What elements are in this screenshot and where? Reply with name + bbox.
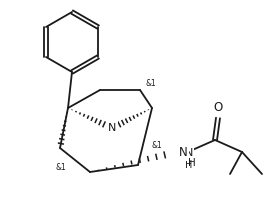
Text: H: H (185, 160, 192, 170)
Text: &1: &1 (152, 140, 163, 150)
Text: N: N (185, 148, 193, 158)
Text: &1: &1 (55, 163, 66, 172)
Text: O: O (213, 101, 223, 114)
Text: N: N (179, 146, 187, 159)
Text: N: N (108, 123, 116, 133)
Text: &1: &1 (145, 78, 156, 88)
Text: H: H (188, 158, 196, 168)
